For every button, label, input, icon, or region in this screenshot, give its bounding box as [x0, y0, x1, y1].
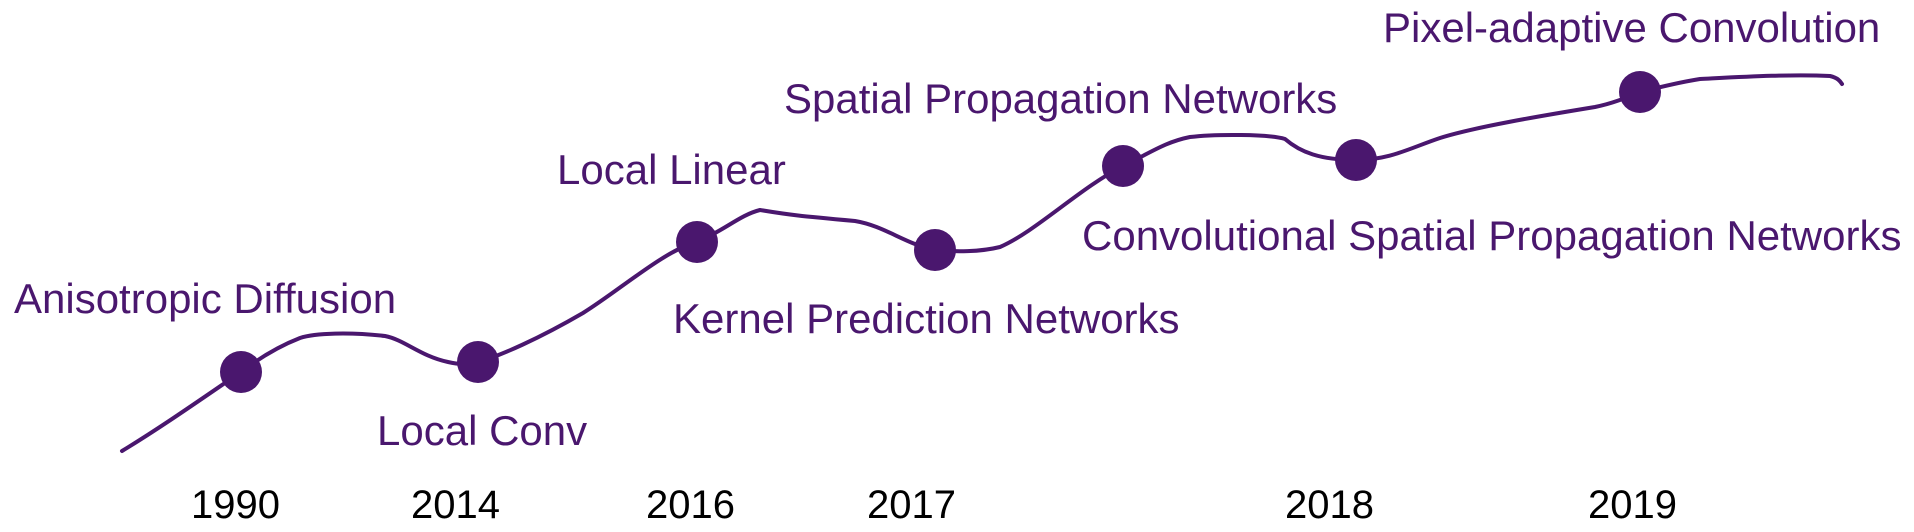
year-label-2018: 2018 [1285, 483, 1374, 527]
milestone-dot-kernel-prediction-networks [914, 229, 956, 271]
milestone-dot-local-conv [457, 341, 499, 383]
milestone-dot-local-linear [676, 221, 718, 263]
milestone-dot-convolutional-spatial-propagation-networks [1335, 139, 1377, 181]
year-label-1990: 1990 [191, 483, 280, 527]
milestone-label-spatial-propagation-networks: Spatial Propagation Networks [784, 75, 1338, 122]
milestone-dot-anisotropic-diffusion [220, 351, 262, 393]
milestone-label-pixel-adaptive-convolution: Pixel-adaptive Convolution [1383, 4, 1881, 51]
milestone-label-kernel-prediction-networks: Kernel Prediction Networks [673, 295, 1180, 342]
year-label-2017: 2017 [867, 483, 956, 527]
milestone-dot-spatial-propagation-networks [1102, 145, 1144, 187]
milestone-label-convolutional-spatial-propagation-networks: Convolutional Spatial Propagation Networ… [1082, 212, 1902, 259]
milestone-label-local-conv: Local Conv [377, 407, 588, 454]
year-label-2016: 2016 [646, 483, 735, 527]
timeline-curve [120, 73, 1844, 453]
milestone-label-local-linear: Local Linear [557, 146, 786, 193]
milestone-dot-pixel-adaptive-convolution [1619, 71, 1661, 113]
milestone-label-anisotropic-diffusion: Anisotropic Diffusion [14, 275, 397, 322]
year-label-2014: 2014 [411, 483, 500, 527]
year-label-2019: 2019 [1588, 483, 1677, 527]
